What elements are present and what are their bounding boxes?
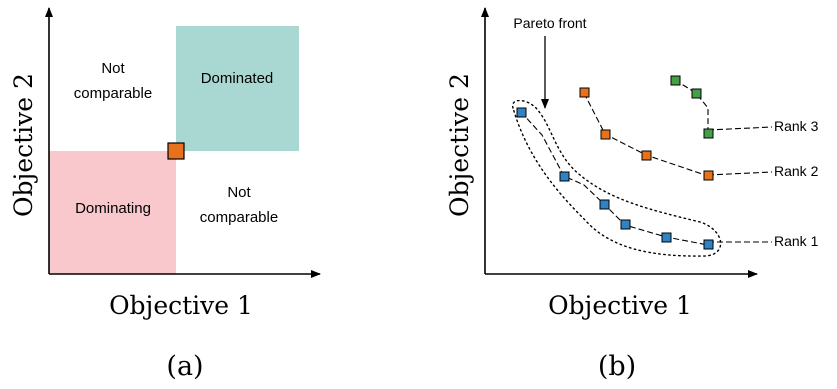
rank2-point [600,129,611,140]
rank2-points [579,87,714,181]
y-axis-label-a: Objective 2 [9,73,38,217]
x-axis-label-a: Objective 1 [109,291,253,320]
rank2-point [579,87,590,98]
panel-a: Dominated Dominating Not comparable Not … [9,7,321,382]
rank3-point [703,128,714,139]
reference-point-marker [167,142,185,160]
rank2-label: Rank 2 [774,163,819,179]
caption-a: (a) [166,351,203,382]
not-comparable-bottom-line2: comparable [200,209,278,226]
rank1-point [661,232,672,243]
rank1-line [520,111,709,246]
rank3-point [691,88,702,99]
pareto-envelope [512,99,722,257]
rank2-line [583,92,709,177]
rank2-point [703,170,714,181]
y-axis-label-b: Objective 2 [445,73,474,217]
rank1-point [516,107,527,118]
rank1-point [620,219,631,230]
rank1-label: Rank 1 [774,233,819,249]
caption-b: (b) [598,351,636,382]
not-comparable-top-line1: Not [101,60,125,77]
rank3-point [670,75,681,86]
panel-b: Pareto front Rank 1 Rank 2 Rank 3 Object… [445,7,819,382]
rank3-label: Rank 3 [774,118,819,134]
rank3-points [670,75,714,139]
dominating-label: Dominating [75,200,151,217]
not-comparable-top-line2: comparable [74,85,152,102]
pareto-front-label: Pareto front [513,15,586,31]
dominated-region [176,26,299,151]
rank3-leader [707,126,773,131]
dominated-label: Dominated [201,70,274,87]
rank1-point [559,171,570,182]
rank2-leader [707,171,773,176]
not-comparable-bottom-line1: Not [227,184,251,201]
rank1-points [516,107,714,250]
rank3-line [674,79,709,133]
x-axis-label-b: Objective 1 [548,291,692,320]
dominating-region [49,151,176,274]
rank1-point [703,239,714,250]
rank2-point [641,150,652,161]
rank1-point [599,199,610,210]
